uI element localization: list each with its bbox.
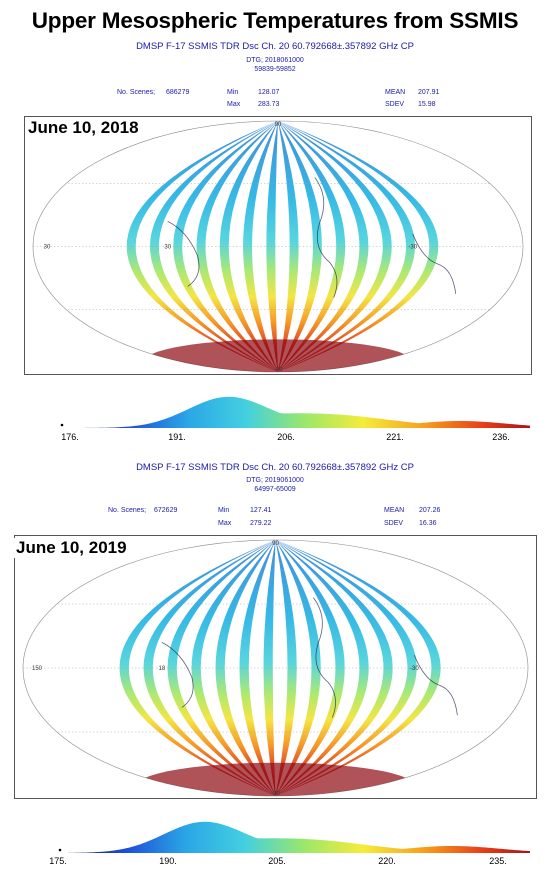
coastline-outline bbox=[167, 177, 457, 298]
panel1-dtg: DTG; 2018061000 bbox=[246, 57, 304, 64]
panel2-colorbar-tick: 235. bbox=[489, 856, 507, 866]
panel2-mean-label: MEAN bbox=[384, 507, 405, 514]
panel2-sdev-value: 16.36 bbox=[419, 520, 437, 527]
panel2-colorbar-tick: 205. bbox=[268, 856, 286, 866]
map-label-latitude: 30 bbox=[44, 245, 51, 251]
panel2-colorbar-tick: 175. bbox=[49, 856, 67, 866]
colorbar-marker-dot bbox=[60, 423, 64, 427]
satellite-swath bbox=[173, 121, 278, 372]
panel2-mean-value: 207.26 bbox=[419, 507, 441, 514]
panel1-sdev-value: 15.98 bbox=[418, 101, 436, 108]
satellite-swath bbox=[243, 121, 278, 372]
panel2-scenes-label: No. Scenes; bbox=[108, 507, 147, 514]
temperature-histogram-colorbar bbox=[68, 821, 530, 853]
south-polar-warm-region bbox=[143, 339, 413, 372]
satellite-swath bbox=[275, 540, 345, 796]
panel2-header: DMSP F-17 SSMIS TDR Dsc Ch. 20 60.792668… bbox=[136, 462, 414, 473]
panel1-map-frame: 90 -90 30 30 -30 bbox=[24, 116, 532, 375]
map-label-longitude: -30 bbox=[410, 666, 419, 672]
panel2-min-label: Min bbox=[218, 507, 230, 514]
coastline-outline bbox=[161, 597, 458, 718]
panel1-colorbar-histogram bbox=[60, 396, 530, 428]
panel2-temperature-map: 90 -90 150 18 -30 bbox=[22, 539, 529, 797]
satellite-swath bbox=[143, 540, 276, 796]
panel2-max-value: 279.22 bbox=[250, 520, 272, 527]
map-label-longitude: 30 bbox=[164, 245, 171, 251]
panel2-orbits: 64997-65009 bbox=[254, 486, 296, 493]
satellite-swath bbox=[119, 540, 276, 796]
panel1-colorbar-tick: 221. bbox=[386, 432, 404, 442]
panel1-colorbar-tick: 206. bbox=[277, 432, 295, 442]
panel1-mean-label: MEAN bbox=[385, 89, 406, 96]
panel1-min-value: 128.07 bbox=[258, 89, 280, 96]
south-polar-warm-region bbox=[136, 762, 415, 796]
map-label-longitude: -30 bbox=[408, 245, 417, 251]
panel2-scenes-value: 672629 bbox=[154, 507, 178, 514]
map-label-south-pole: -90 bbox=[274, 367, 283, 373]
satellite-swath bbox=[196, 121, 278, 372]
page-title: Upper Mesospheric Temperatures from SSMI… bbox=[31, 8, 519, 33]
panel2-dtg: DTG; 2019061000 bbox=[246, 477, 304, 484]
panel1-min-label: Min bbox=[227, 89, 239, 96]
panel1-header: DMSP F-17 SSMIS TDR Dsc Ch. 20 60.792668… bbox=[136, 41, 414, 52]
satellite-swath bbox=[149, 121, 278, 372]
panel1-temperature-map: 90 -90 30 30 -30 bbox=[32, 120, 524, 373]
map-label-north-pole: 90 bbox=[272, 541, 279, 547]
map-label-south-pole: -90 bbox=[271, 791, 280, 797]
satellite-swath bbox=[219, 121, 278, 372]
panel1-colorbar-tick: 236. bbox=[492, 432, 510, 442]
satellite-swath bbox=[275, 540, 297, 796]
panel2-colorbar-tick: 190. bbox=[159, 856, 177, 866]
panel1-scenes-label: No. Scenes; bbox=[117, 89, 156, 96]
panel1-date-label: June 10, 2018 bbox=[26, 118, 141, 138]
panel1-colorbar-tick: 191. bbox=[168, 432, 186, 442]
satellite-swath bbox=[275, 540, 321, 796]
panel2-colorbar-histogram bbox=[58, 821, 530, 853]
colorbar-marker-dot bbox=[58, 848, 62, 852]
panel1-orbits: 59839-59852 bbox=[254, 66, 296, 73]
panel1-scenes-value: 686279 bbox=[166, 89, 190, 96]
panel2-date-label: June 10, 2019 bbox=[14, 538, 129, 558]
panel1-sdev-label: SDEV bbox=[385, 101, 405, 108]
satellite-swath bbox=[239, 540, 276, 796]
temperature-histogram-colorbar bbox=[70, 396, 530, 428]
panel2-max-label: Max bbox=[218, 520, 232, 527]
panel1-colorbar-tick: 176. bbox=[61, 432, 79, 442]
panel2-colorbar-tick: 220. bbox=[378, 856, 396, 866]
panel1-mean-value: 207.91 bbox=[418, 89, 440, 96]
map-label-latitude: 150 bbox=[32, 666, 43, 672]
panel1-max-label: Max bbox=[227, 101, 241, 108]
satellite-swath bbox=[275, 540, 441, 796]
panel2-sdev-label: SDEV bbox=[384, 520, 404, 527]
panel2-min-value: 127.41 bbox=[250, 507, 272, 514]
satellite-swath bbox=[126, 121, 278, 372]
map-label-longitude: 18 bbox=[159, 666, 166, 672]
panel1-max-value: 283.73 bbox=[258, 101, 280, 108]
map-label-north-pole: 90 bbox=[275, 122, 282, 128]
panel2-map-frame: 90 -90 150 18 -30 bbox=[14, 535, 537, 799]
